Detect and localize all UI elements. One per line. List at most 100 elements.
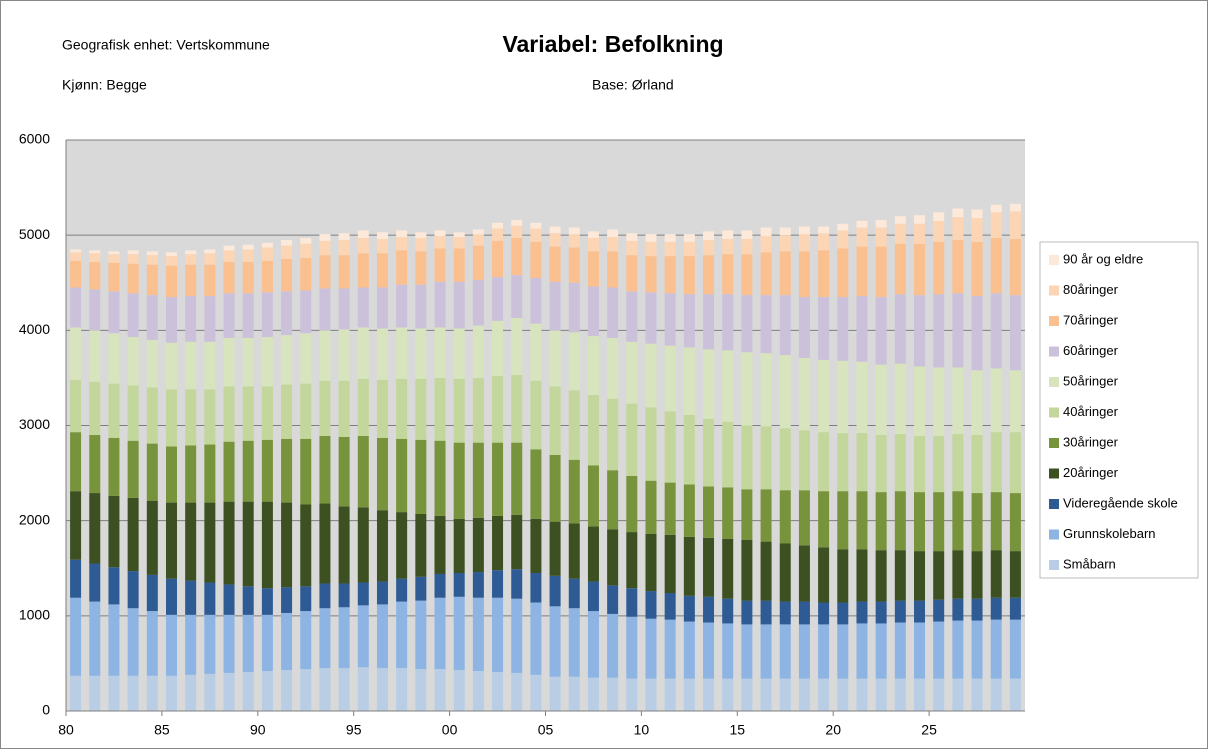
bar-segment (722, 350, 734, 422)
bar-segment (357, 435, 369, 508)
chart-title: Variabel: Befolkning (502, 31, 723, 57)
bar-segment (185, 341, 197, 390)
bar-segment (108, 291, 120, 334)
bar-segment (818, 624, 830, 679)
x-tick-label: 95 (346, 722, 362, 738)
bar-segment (338, 255, 350, 289)
bar-segment (204, 253, 216, 265)
bar-segment (856, 433, 868, 492)
legend-label: 90 år og eldre (1063, 251, 1143, 266)
bar-segment (357, 253, 369, 288)
legend-swatch (1049, 255, 1059, 265)
bar-segment (741, 295, 753, 353)
bar-segment (472, 597, 484, 672)
bar-segment (242, 249, 254, 262)
bar-segment (837, 678, 849, 711)
bar-segment (396, 237, 408, 251)
bar-segment (223, 337, 235, 387)
bar-segment (434, 573, 446, 598)
y-tick-label: 2000 (19, 511, 50, 527)
bar-segment (645, 407, 657, 481)
bar-segment (645, 591, 657, 619)
bar-segment (760, 252, 772, 296)
bar-segment (338, 239, 350, 256)
bar-segment (185, 614, 197, 675)
bar-segment (779, 251, 791, 296)
bar-segment (281, 612, 293, 671)
bar-segment (89, 261, 101, 290)
bar-segment (568, 227, 580, 235)
bar-segment (453, 670, 465, 711)
bar-segment (549, 226, 561, 234)
bar-segment (511, 375, 523, 443)
bar-segment (376, 510, 388, 582)
bar-segment (338, 233, 350, 240)
bar-segment (70, 675, 82, 711)
bar-segment (338, 583, 350, 608)
bar-segment (319, 234, 331, 241)
x-tick-label: 85 (154, 722, 170, 738)
bar-segment (1009, 551, 1021, 598)
legend-swatch (1049, 529, 1059, 540)
bar-segment (952, 239, 964, 294)
bar-segment (722, 254, 734, 295)
bar-segment (185, 580, 197, 615)
bar-segment (89, 330, 101, 382)
bar-segment (549, 521, 561, 576)
bar-segment (146, 443, 158, 501)
bar-segment (837, 624, 849, 679)
bar-segment (492, 320, 504, 377)
bar-segment (70, 597, 82, 676)
bar-segment (357, 667, 369, 711)
bar-segment (703, 486, 715, 538)
bar-segment (165, 265, 177, 298)
bar-segment (587, 251, 599, 287)
bar-segment (396, 512, 408, 579)
bar-segment (261, 260, 273, 293)
bar-segment (89, 563, 101, 602)
bar-segment (1009, 203, 1021, 212)
annotation: Base: Ørland (592, 77, 674, 93)
bar-segment (818, 359, 830, 433)
bar-segment (261, 588, 273, 615)
bar-segment (933, 212, 945, 221)
bar-segment (914, 295, 926, 367)
x-tick-label: 25 (921, 722, 937, 738)
bar-segment (990, 368, 1002, 433)
bar-segment (990, 212, 1002, 239)
bar-segment (242, 337, 254, 387)
bar-segment (396, 668, 408, 711)
bar-segment (396, 378, 408, 439)
bar-segment (664, 293, 676, 346)
bar-segment (357, 582, 369, 606)
x-tick-label: 90 (250, 722, 266, 738)
bar-segment (492, 515, 504, 571)
bar-segment (146, 339, 158, 388)
legend-swatch (1049, 407, 1059, 418)
bar-segment (798, 234, 810, 252)
legend-box (1039, 241, 1199, 579)
bar-segment (664, 592, 676, 620)
bar-segment (914, 243, 926, 296)
bar-segment (511, 672, 523, 711)
bar-segment (338, 436, 350, 507)
bar-segment (261, 292, 273, 337)
bar-segment (856, 601, 868, 624)
bar-segment (511, 238, 523, 276)
bar-segment (741, 678, 753, 711)
bar-segment (165, 446, 177, 503)
bar-segment (645, 533, 657, 592)
bar-segment (549, 330, 561, 387)
bar-segment (779, 235, 791, 252)
bar-segment (894, 678, 906, 711)
bar-segment (933, 367, 945, 436)
bar-segment (492, 597, 504, 672)
bar-segment (185, 254, 197, 265)
bar-segment (664, 241, 676, 257)
bar-segment (645, 678, 657, 711)
bar-segment (472, 229, 484, 235)
bar-segment (530, 674, 542, 711)
bar-segment (165, 578, 177, 615)
x-tick-label: 20 (825, 722, 841, 738)
x-tick-label: 00 (442, 722, 458, 738)
